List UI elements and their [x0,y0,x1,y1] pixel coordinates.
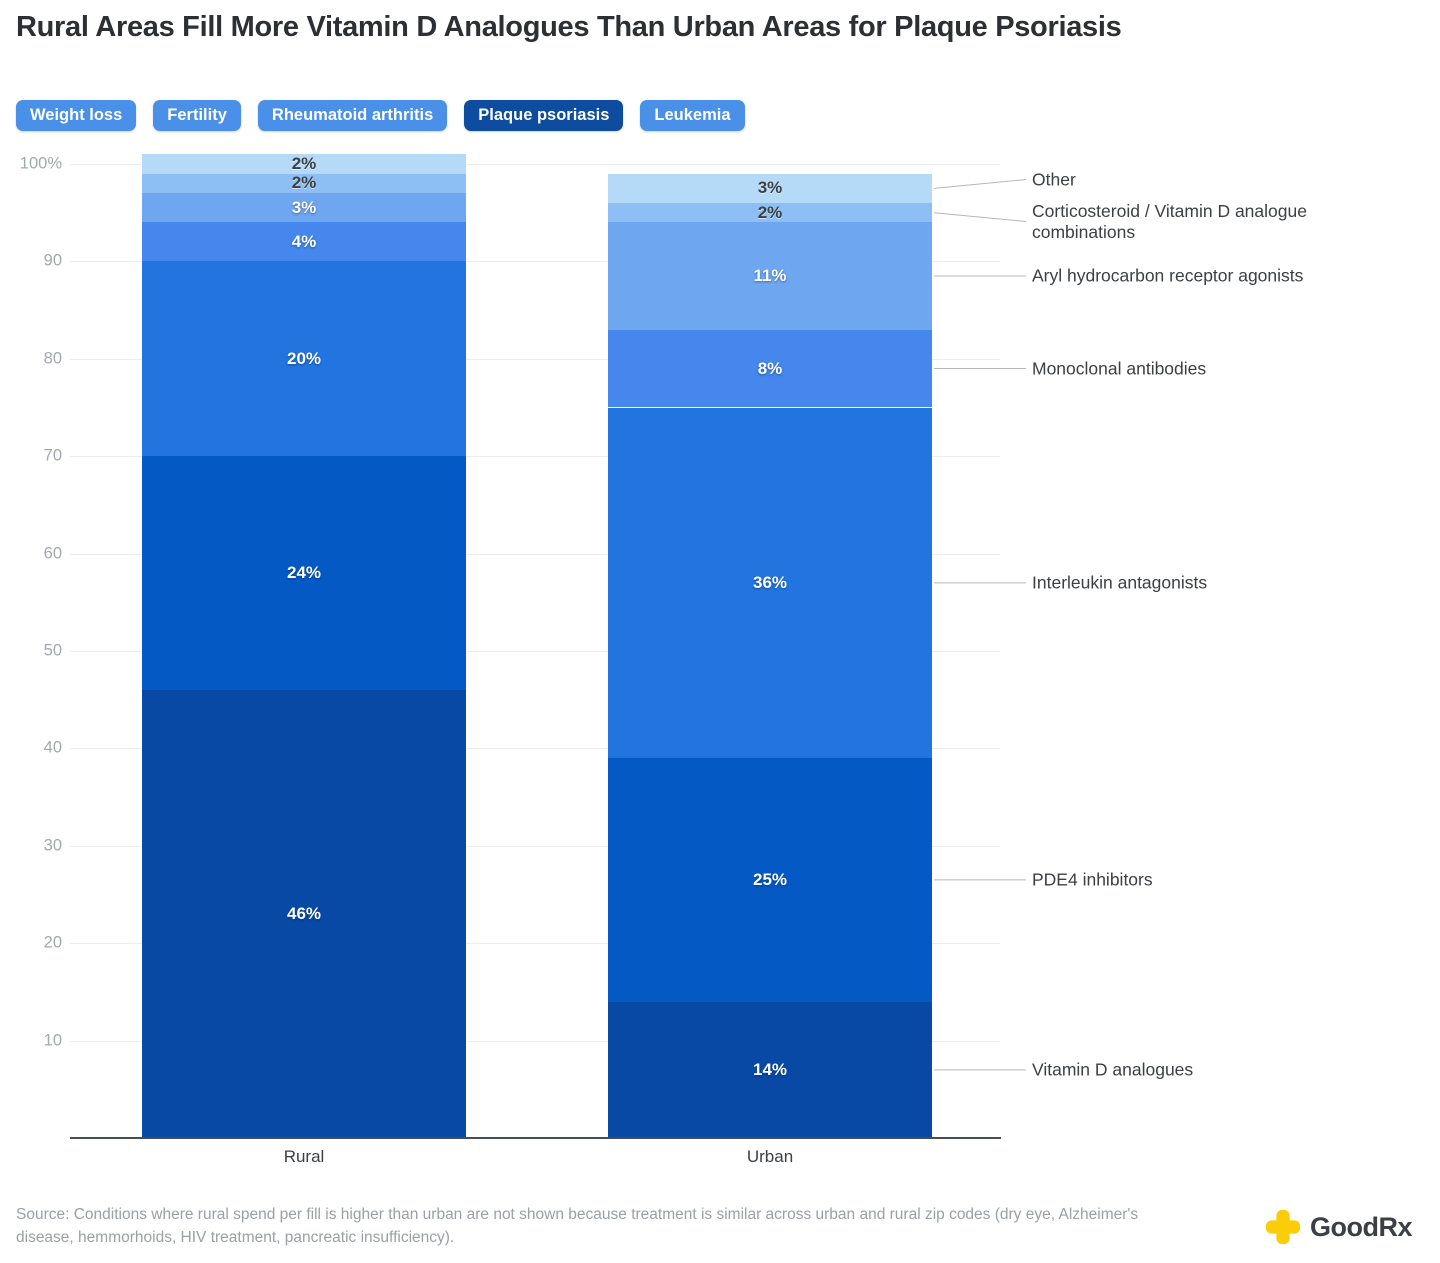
goodrx-logo: GoodRx [1264,1206,1413,1248]
bar-value-label-rural-aryl-hydrocarbon-receptor-agonists: 3% [291,197,317,217]
legend-connector-corticosteroid-vitamin-d-analogue-combinations [933,212,1027,223]
bar-value-label-rural-vitamin-d-analogues: 46% [286,903,322,923]
legend-label-monoclonal-antibodies: Monoclonal antibodies [1032,358,1207,379]
y-gridline-30 [70,845,1000,847]
legend-label-vitamin-d-analogues: Vitamin D analogues [1032,1059,1194,1080]
goodrx-plus-icon [1265,1209,1301,1245]
bar-value-label-rural-other: 2% [291,154,317,173]
bar-segment-urban-corticosteroid-vitamin-d-analogue-combinations[interactable] [608,202,932,223]
y-gridline-80 [70,358,1000,360]
bar-segment-rural-other[interactable] [142,154,466,174]
legend-label-pde4-inhibitors: PDE4 inhibitors [1032,869,1153,890]
legend-label-aryl-hydrocarbon-receptor-agonists: Aryl hydrocarbon receptor agonists [1032,265,1304,286]
y-tick-label-30: 30 [43,836,62,855]
y-tick-label-90: 90 [43,251,62,270]
y-tick-label-60: 60 [43,544,62,563]
y-tick-label-80: 80 [43,349,62,368]
bar-segment-urban-aryl-hydrocarbon-receptor-agonists[interactable] [608,222,932,330]
y-gridline-90 [70,261,1000,263]
source-line-1: Source: Conditions where rural spend per… [16,1206,1139,1223]
bar-segment-urban-pde4-inhibitors[interactable] [608,758,932,1002]
bar-value-label-rural-corticosteroid-vitamin-d-analogue-combinations: 2% [291,173,317,193]
bar-segment-rural-pde4-inhibitors[interactable] [142,456,466,690]
bar-segment-urban-other[interactable] [608,173,932,203]
x-axis-label-rural: Rural [283,1147,325,1166]
y-gridline-50 [70,651,1000,652]
tab-plaque-psoriasis[interactable]: Plaque psoriasis [464,100,624,131]
bar-value-label-urban-vitamin-d-analogues: 14% [752,1059,788,1079]
bar-value-label-urban-corticosteroid-vitamin-d-analogue-combinations: 2% [757,202,783,222]
legend-connector-other [933,179,1027,189]
bar-segment-rural-aryl-hydrocarbon-receptor-agonists[interactable] [142,193,466,223]
tab-weight-loss[interactable]: Weight loss [16,100,137,131]
x-axis-label-urban: Urban [746,1147,794,1166]
y-tick-label-40: 40 [43,738,62,757]
y-tick-label-70: 70 [43,446,62,465]
y-gridline-70 [70,456,1000,458]
bar-value-label-rural-monoclonal-antibodies: 4% [291,231,317,251]
y-gridline-10 [70,1040,1000,1042]
bar-value-label-urban-other: 3% [757,178,783,198]
bar-segment-rural-monoclonal-antibodies[interactable] [142,222,466,262]
y-gridline-40 [70,748,1000,750]
y-gridline-60 [70,553,1000,555]
source-line-2: disease, hemmorhoids, HIV treatment, pan… [16,1229,455,1246]
legend-label-interleukin-antagonists: Interleukin antagonists [1032,572,1208,593]
bar-segment-urban-monoclonal-antibodies[interactable] [608,329,932,408]
bar-value-label-urban-pde4-inhibitors: 25% [752,869,788,889]
goodrx-logo-text: GoodRx [1310,1211,1413,1242]
y-tick-label-100: 100% [19,154,62,173]
y-tick-label-50: 50 [43,641,62,660]
y-tick-label-20: 20 [43,933,62,952]
bar-value-label-rural-pde4-inhibitors: 24% [286,563,322,583]
source-note: Source: Conditions where rural spend per… [16,1203,1236,1249]
bar-segment-rural-vitamin-d-analogues[interactable] [142,689,466,1138]
y-gridline-20 [70,943,1000,945]
tab-rheumatoid-arthritis[interactable]: Rheumatoid arthritis [257,100,448,131]
bar-value-label-rural-interleukin-antagonists: 20% [286,348,322,368]
condition-tabs-bar: Weight loss Fertility Rheumatoid arthritis… [16,100,745,131]
bar-segment-urban-interleukin-antagonists[interactable] [608,407,932,759]
bar-value-label-urban-interleukin-antagonists: 36% [752,572,788,592]
tab-fertility[interactable]: Fertility [153,100,241,131]
y-tick-label-10: 10 [43,1031,62,1050]
bar-segment-urban-vitamin-d-analogues[interactable] [608,1001,932,1138]
legend-label-corticosteroid-vitamin-d-analogue-combinations: Corticosteroid / Vitamin D analogue comb… [1032,200,1307,242]
bar-segment-rural-interleukin-antagonists[interactable] [142,261,466,457]
bar-value-label-urban-monoclonal-antibodies: 8% [757,358,783,378]
tab-leukemia[interactable]: Leukemia [640,100,745,131]
legend-label-other: Other [1032,169,1076,190]
bar-segment-rural-corticosteroid-vitamin-d-analogue-combinations[interactable] [142,173,466,194]
x-axis-line [70,1137,1001,1139]
y-gridline-100 [70,164,1000,165]
page-title: Rural Areas Fill More Vitamin D Analogue… [16,11,1122,43]
bar-value-label-urban-aryl-hydrocarbon-receptor-agonists: 11% [753,266,787,285]
